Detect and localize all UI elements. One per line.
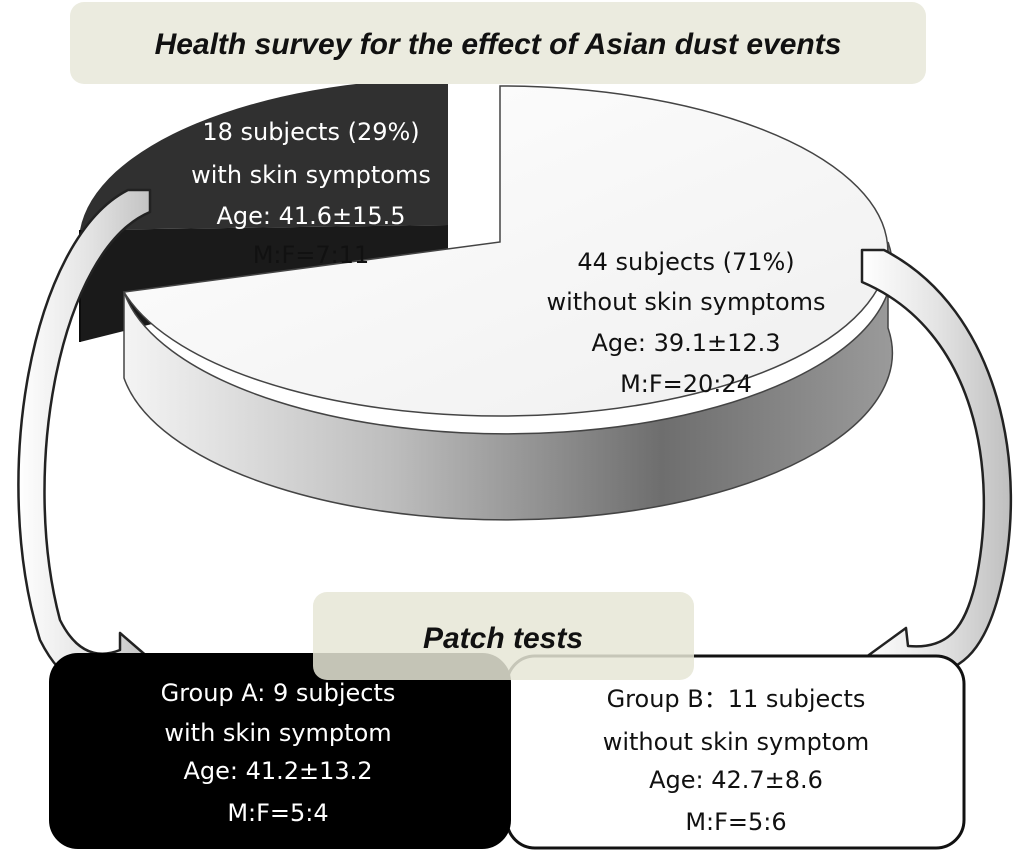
- group-a-line-2: with skin symptom: [164, 719, 391, 747]
- group-a-line-1: Group A: 9 subjects: [161, 679, 396, 707]
- group-b-line-4: M:F=5:6: [685, 808, 786, 836]
- label-a-line-4: M:F=7:11: [253, 241, 370, 269]
- label-b-line-3: Age: 39.1±12.3: [591, 329, 780, 357]
- group-b-text: Group B：11 subjects without skin symptom…: [603, 685, 870, 836]
- group-b-line-1: Group B：11 subjects: [607, 685, 866, 713]
- group-a-line-4: M:F=5:4: [227, 799, 328, 827]
- white-slice-top: [122, 85, 889, 417]
- label-with-skin-symptoms: 18 subjects (29%) with skin symptoms Age…: [191, 118, 431, 269]
- pie-slice-without-skin-symptoms: [122, 85, 894, 521]
- label-b-line-2: without skin symptoms: [546, 288, 825, 316]
- group-b-line-3: Age: 42.7±8.6: [649, 766, 823, 794]
- dark-slice-top: [80, 78, 448, 230]
- label-without-skin-symptoms: 44 subjects (71%) without skin symptoms …: [546, 248, 825, 398]
- group-a-text: Group A: 9 subjects with skin symptom Ag…: [161, 679, 396, 827]
- title: Health survey for the effect of Asian du…: [155, 28, 842, 61]
- group-b-line-2: without skin symptom: [603, 728, 870, 756]
- label-b-line-4: M:F=20:24: [620, 370, 752, 398]
- label-a-line-1: 18 subjects (29%): [202, 118, 419, 146]
- patch-tests-banner: [313, 592, 694, 680]
- group-a-box: [49, 653, 511, 849]
- label-a-line-3: Age: 41.6±15.5: [216, 202, 405, 230]
- label-a-line-2: with skin symptoms: [191, 161, 431, 189]
- title-banner: [70, 2, 926, 84]
- group-a-line-3: Age: 41.2±13.2: [183, 757, 372, 785]
- patch-tests-label: Patch tests: [423, 622, 583, 655]
- white-slice-wall: [123, 241, 894, 521]
- label-b-line-1: 44 subjects (71%): [577, 248, 794, 276]
